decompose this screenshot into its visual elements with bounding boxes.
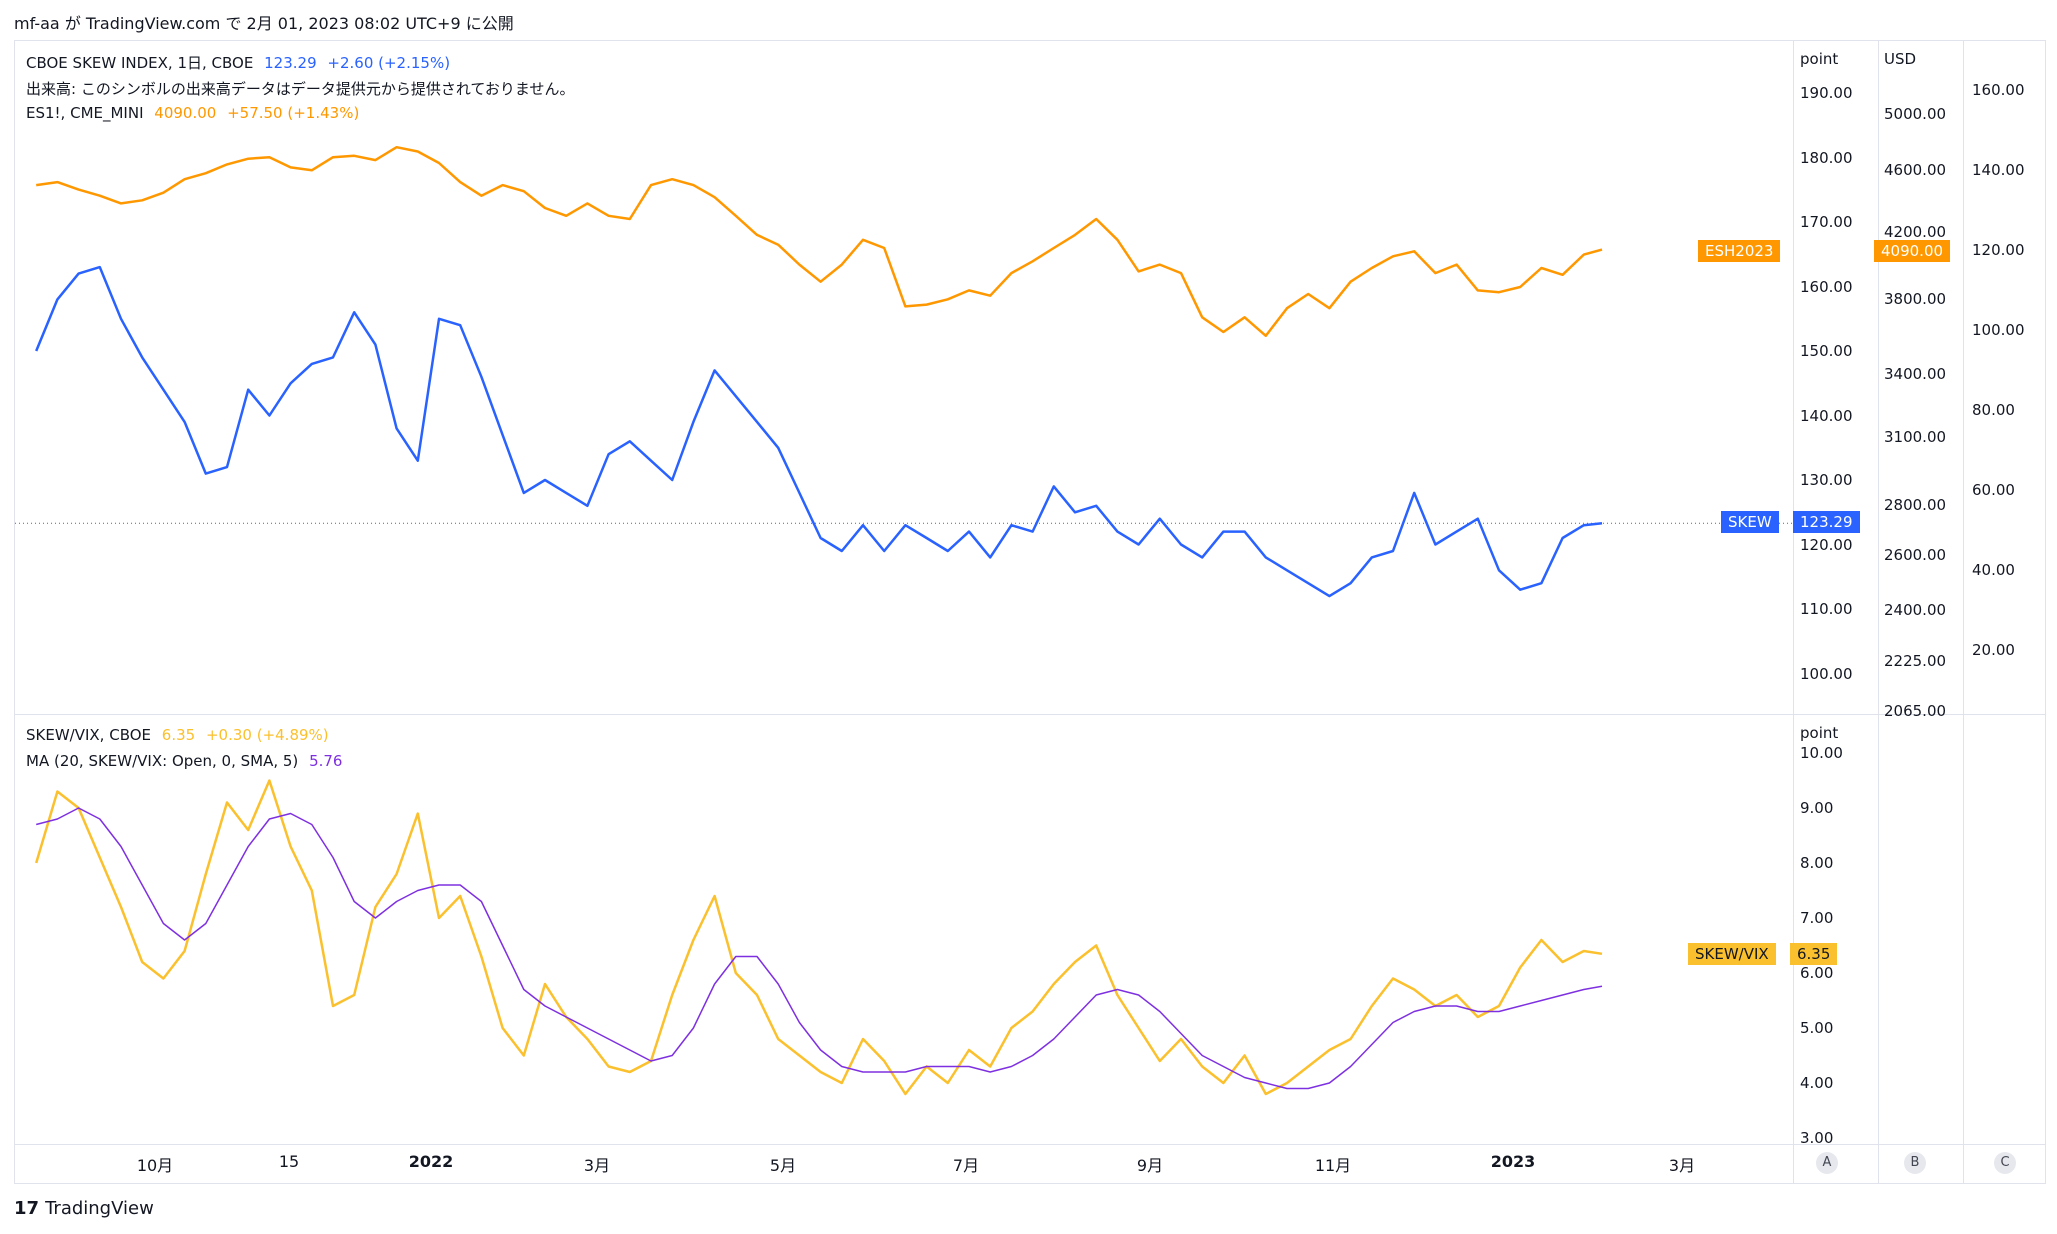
point-axis-tick: 140.00 (1800, 406, 1853, 425)
point-axis-tick: 150.00 (1800, 342, 1853, 360)
time-axis-label: 11月 (1314, 1156, 1352, 1175)
lower-axis-tick: 7.00 (1800, 909, 1834, 927)
lower-axis-tick: 10.00 (1800, 744, 1843, 762)
usd-axis-tick: 3800.00 (1884, 290, 1947, 309)
point-axis-tick: 120.00 (1800, 535, 1853, 554)
lower-axis-tick: 8.00 (1800, 854, 1834, 872)
time-axis-label: 15 (278, 1152, 300, 1171)
skew-symbol-tag: SKEW (1721, 511, 1779, 533)
es-legend-value: 4090.00 (154, 104, 217, 122)
usd-axis-tick: 3100.00 (1884, 427, 1947, 446)
c-axis-tick: 120.00 (1972, 241, 2025, 259)
ratio-series-line[interactable] (35, 779, 1603, 1096)
ratio-value-tag: 6.35 (1790, 943, 1838, 965)
c-axis-tick: 140.00 (1972, 161, 2025, 179)
es-symbol-tag: ESH2023 (1698, 240, 1781, 262)
usd-axis-header: USD (1884, 50, 1917, 68)
skew-legend[interactable]: CBOE SKEW INDEX, 1日, CBOE 123.29 +2.60 (… (26, 52, 456, 73)
c-axis-tick: 80.00 (1972, 401, 2015, 419)
axis-divider-point (1793, 40, 1794, 1184)
ma-legend-value: 5.76 (309, 752, 343, 770)
c-axis-tick: 60.00 (1972, 481, 2015, 499)
lower-axis-tick: 4.00 (1800, 1074, 1834, 1092)
point-axis-tick: 180.00 (1800, 148, 1853, 167)
point-axis-tick: 130.00 (1800, 471, 1853, 489)
point-axis-tick: 190.00 (1800, 84, 1853, 102)
usd-axis-tick: 2400.00 (1884, 600, 1947, 619)
point-axis-header: point (1800, 50, 1839, 68)
chart-frame (14, 40, 2046, 1184)
ratio-symbol-tag: SKEW/VIX (1688, 943, 1776, 965)
skew-value-tag: 123.29 (1793, 511, 1860, 533)
axis-divider-c (1963, 40, 1964, 1184)
lower-axis-header: point (1800, 724, 1839, 742)
volume-note: 出来高: このシンボルの出来高データはデータ提供元から提供されておりません。 (26, 80, 575, 98)
usd-axis-tick: 2600.00 (1884, 546, 1947, 565)
point-axis-tick: 110.00 (1800, 600, 1853, 618)
volume-legend[interactable]: 出来高: このシンボルの出来高データはデータ提供元から提供されておりません。 (26, 78, 580, 99)
ma-legend-name: MA (20, SKEW/VIX: Open, 0, SMA, 5) (26, 752, 299, 770)
skew-legend-value: 123.29 (264, 54, 317, 72)
time-axis-label: 7月 (952, 1156, 980, 1175)
es-legend-name: ES1!, CME_MINI (26, 104, 144, 122)
lower-axis-tick: 6.00 (1800, 964, 1834, 982)
ma-series-line[interactable] (36, 807, 1603, 1090)
tradingview-logo-text: TradingView (45, 1198, 154, 1219)
time-axis-label: 3月 (1668, 1156, 1696, 1175)
usd-axis-tick: 3400.00 (1884, 365, 1947, 384)
ratio-legend-name: SKEW/VIX, CBOE (26, 726, 152, 744)
usd-axis-tick: 2800.00 (1884, 496, 1947, 515)
es-series-line[interactable] (36, 145, 1603, 338)
time-axis-label: 5月 (769, 1156, 797, 1175)
time-axis-label: 9月 (1136, 1156, 1164, 1175)
point-axis-tick: 160.00 (1800, 277, 1853, 296)
axis-divider-usd (1878, 40, 1879, 1184)
skew-legend-change: +2.60 (+2.15%) (327, 54, 451, 72)
c-axis-tick: 160.00 (1972, 81, 2025, 99)
lower-axis-tick: 3.00 (1800, 1129, 1834, 1147)
ratio-legend[interactable]: SKEW/VIX, CBOE 6.35 +0.30 (+4.89%) (26, 726, 335, 744)
time-axis-label: 2023 (1490, 1152, 1536, 1171)
usd-axis-tick: 2065.00 (1884, 702, 1947, 720)
usd-axis-tick: 2225.00 (1884, 651, 1947, 670)
ratio-legend-change: +0.30 (+4.89%) (205, 726, 329, 744)
scale-button-a[interactable]: A (1816, 1152, 1838, 1174)
usd-axis-tick: 4200.00 (1884, 222, 1947, 241)
es-legend-change: +57.50 (+1.43%) (227, 104, 360, 122)
tradingview-logo-icon: 17 (14, 1198, 40, 1219)
ma-legend[interactable]: MA (20, SKEW/VIX: Open, 0, SMA, 5) 5.76 (26, 752, 348, 770)
lower-axis-tick: 5.00 (1800, 1019, 1834, 1037)
skew-legend-name: CBOE SKEW INDEX, 1日, CBOE (26, 54, 254, 72)
point-axis-tick: 170.00 (1800, 213, 1853, 231)
c-axis-tick: 100.00 (1972, 321, 2025, 339)
point-axis-tick: 100.00 (1800, 664, 1853, 683)
time-axis-label: 2022 (408, 1152, 454, 1171)
publish-header: mf-aa が TradingView.com で 2月 01, 2023 08… (14, 14, 514, 33)
pane-divider[interactable] (14, 714, 2046, 715)
time-axis-divider (14, 1144, 2046, 1145)
lower-axis-tick: 9.00 (1800, 799, 1834, 817)
c-axis-tick: 20.00 (1972, 641, 2015, 659)
scale-button-b[interactable]: B (1904, 1152, 1926, 1174)
ratio-legend-value: 6.35 (161, 726, 196, 744)
tradingview-logo[interactable]: 17 TradingView (14, 1198, 154, 1219)
time-axis-label: 10月 (136, 1156, 174, 1175)
skew-series-line[interactable] (35, 265, 1603, 598)
c-axis-tick: 40.00 (1972, 561, 2015, 579)
time-axis-label: 3月 (583, 1156, 611, 1175)
usd-axis-tick: 4600.00 (1884, 161, 1947, 180)
es-value-tag: 4090.00 (1874, 240, 1951, 262)
es-legend[interactable]: ES1!, CME_MINI 4090.00 +57.50 (+1.43%) (26, 104, 365, 122)
usd-axis-tick: 5000.00 (1884, 105, 1947, 123)
scale-button-c[interactable]: C (1994, 1152, 2016, 1174)
